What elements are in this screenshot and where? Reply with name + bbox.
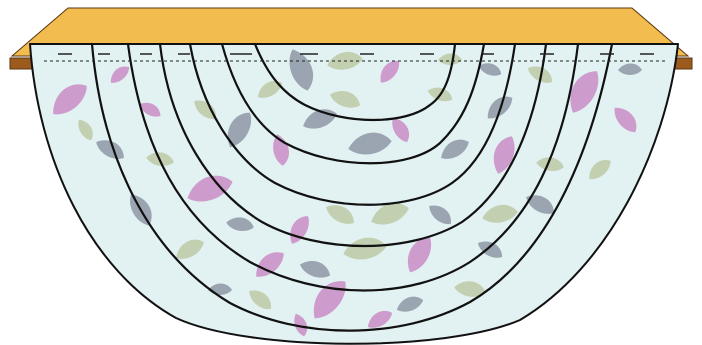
leaf-print-motif <box>441 139 469 159</box>
leaf-print-motif <box>478 63 502 76</box>
fabric-panel <box>29 43 679 345</box>
fold-line <box>126 42 580 292</box>
leaf-print-motif <box>407 237 432 273</box>
leaf-print-motif <box>53 84 87 115</box>
leaf-print-motif <box>176 239 204 259</box>
leaf-print-motif <box>392 117 410 143</box>
leaf-print-motif <box>454 281 486 297</box>
swag-fold-lines <box>90 42 614 332</box>
leaf-print-motif <box>536 157 564 172</box>
fold-line <box>220 42 486 165</box>
fold-line <box>188 42 517 206</box>
leaf-print-motif <box>227 112 252 148</box>
swag-fabric <box>29 42 679 345</box>
leaf-print-motif <box>289 49 314 91</box>
leaf-print-motif <box>589 160 611 180</box>
leaf-print-motif <box>493 136 515 174</box>
leaf-print-motif <box>371 203 409 225</box>
leaf-print-motif <box>110 66 130 83</box>
leaf-print-motif <box>256 252 284 277</box>
leaf-print-motif <box>526 195 554 214</box>
leaf-print-motif <box>299 261 331 278</box>
leaf-print-motif <box>313 281 346 319</box>
leaf-print-motif <box>294 313 308 337</box>
leaf-print-motif <box>438 53 462 65</box>
leaf-print-motif <box>326 205 354 224</box>
leaf-print-motif <box>527 66 553 83</box>
fold-line <box>158 42 548 247</box>
leaf-print-motif <box>570 71 599 113</box>
leaf-print-motif <box>429 205 451 225</box>
leaf-print-motif <box>367 310 393 328</box>
leaf-print-motif <box>343 237 387 260</box>
leaf-print-motif <box>482 204 518 223</box>
leaf-print-motif <box>257 80 283 98</box>
leaf-print-motif <box>329 91 361 108</box>
leaf-print-motif <box>78 119 93 141</box>
leaf-print-motif <box>396 296 424 312</box>
leaf-print-motif <box>139 102 161 117</box>
leaf-print-motif <box>614 107 637 133</box>
leaf-print-motif <box>618 63 642 75</box>
leaf-print-motif <box>380 61 400 83</box>
leaf-print-motif <box>348 132 392 155</box>
leaf-print-motif <box>194 100 216 120</box>
fold-line <box>253 42 457 122</box>
fold-line <box>90 42 614 332</box>
leaf-print-motif <box>187 175 233 202</box>
leaf-print-motif <box>249 290 271 310</box>
leaf-print-motif <box>477 241 503 258</box>
leaf-print-motif <box>226 217 254 232</box>
leaf-print-motif <box>96 140 124 159</box>
